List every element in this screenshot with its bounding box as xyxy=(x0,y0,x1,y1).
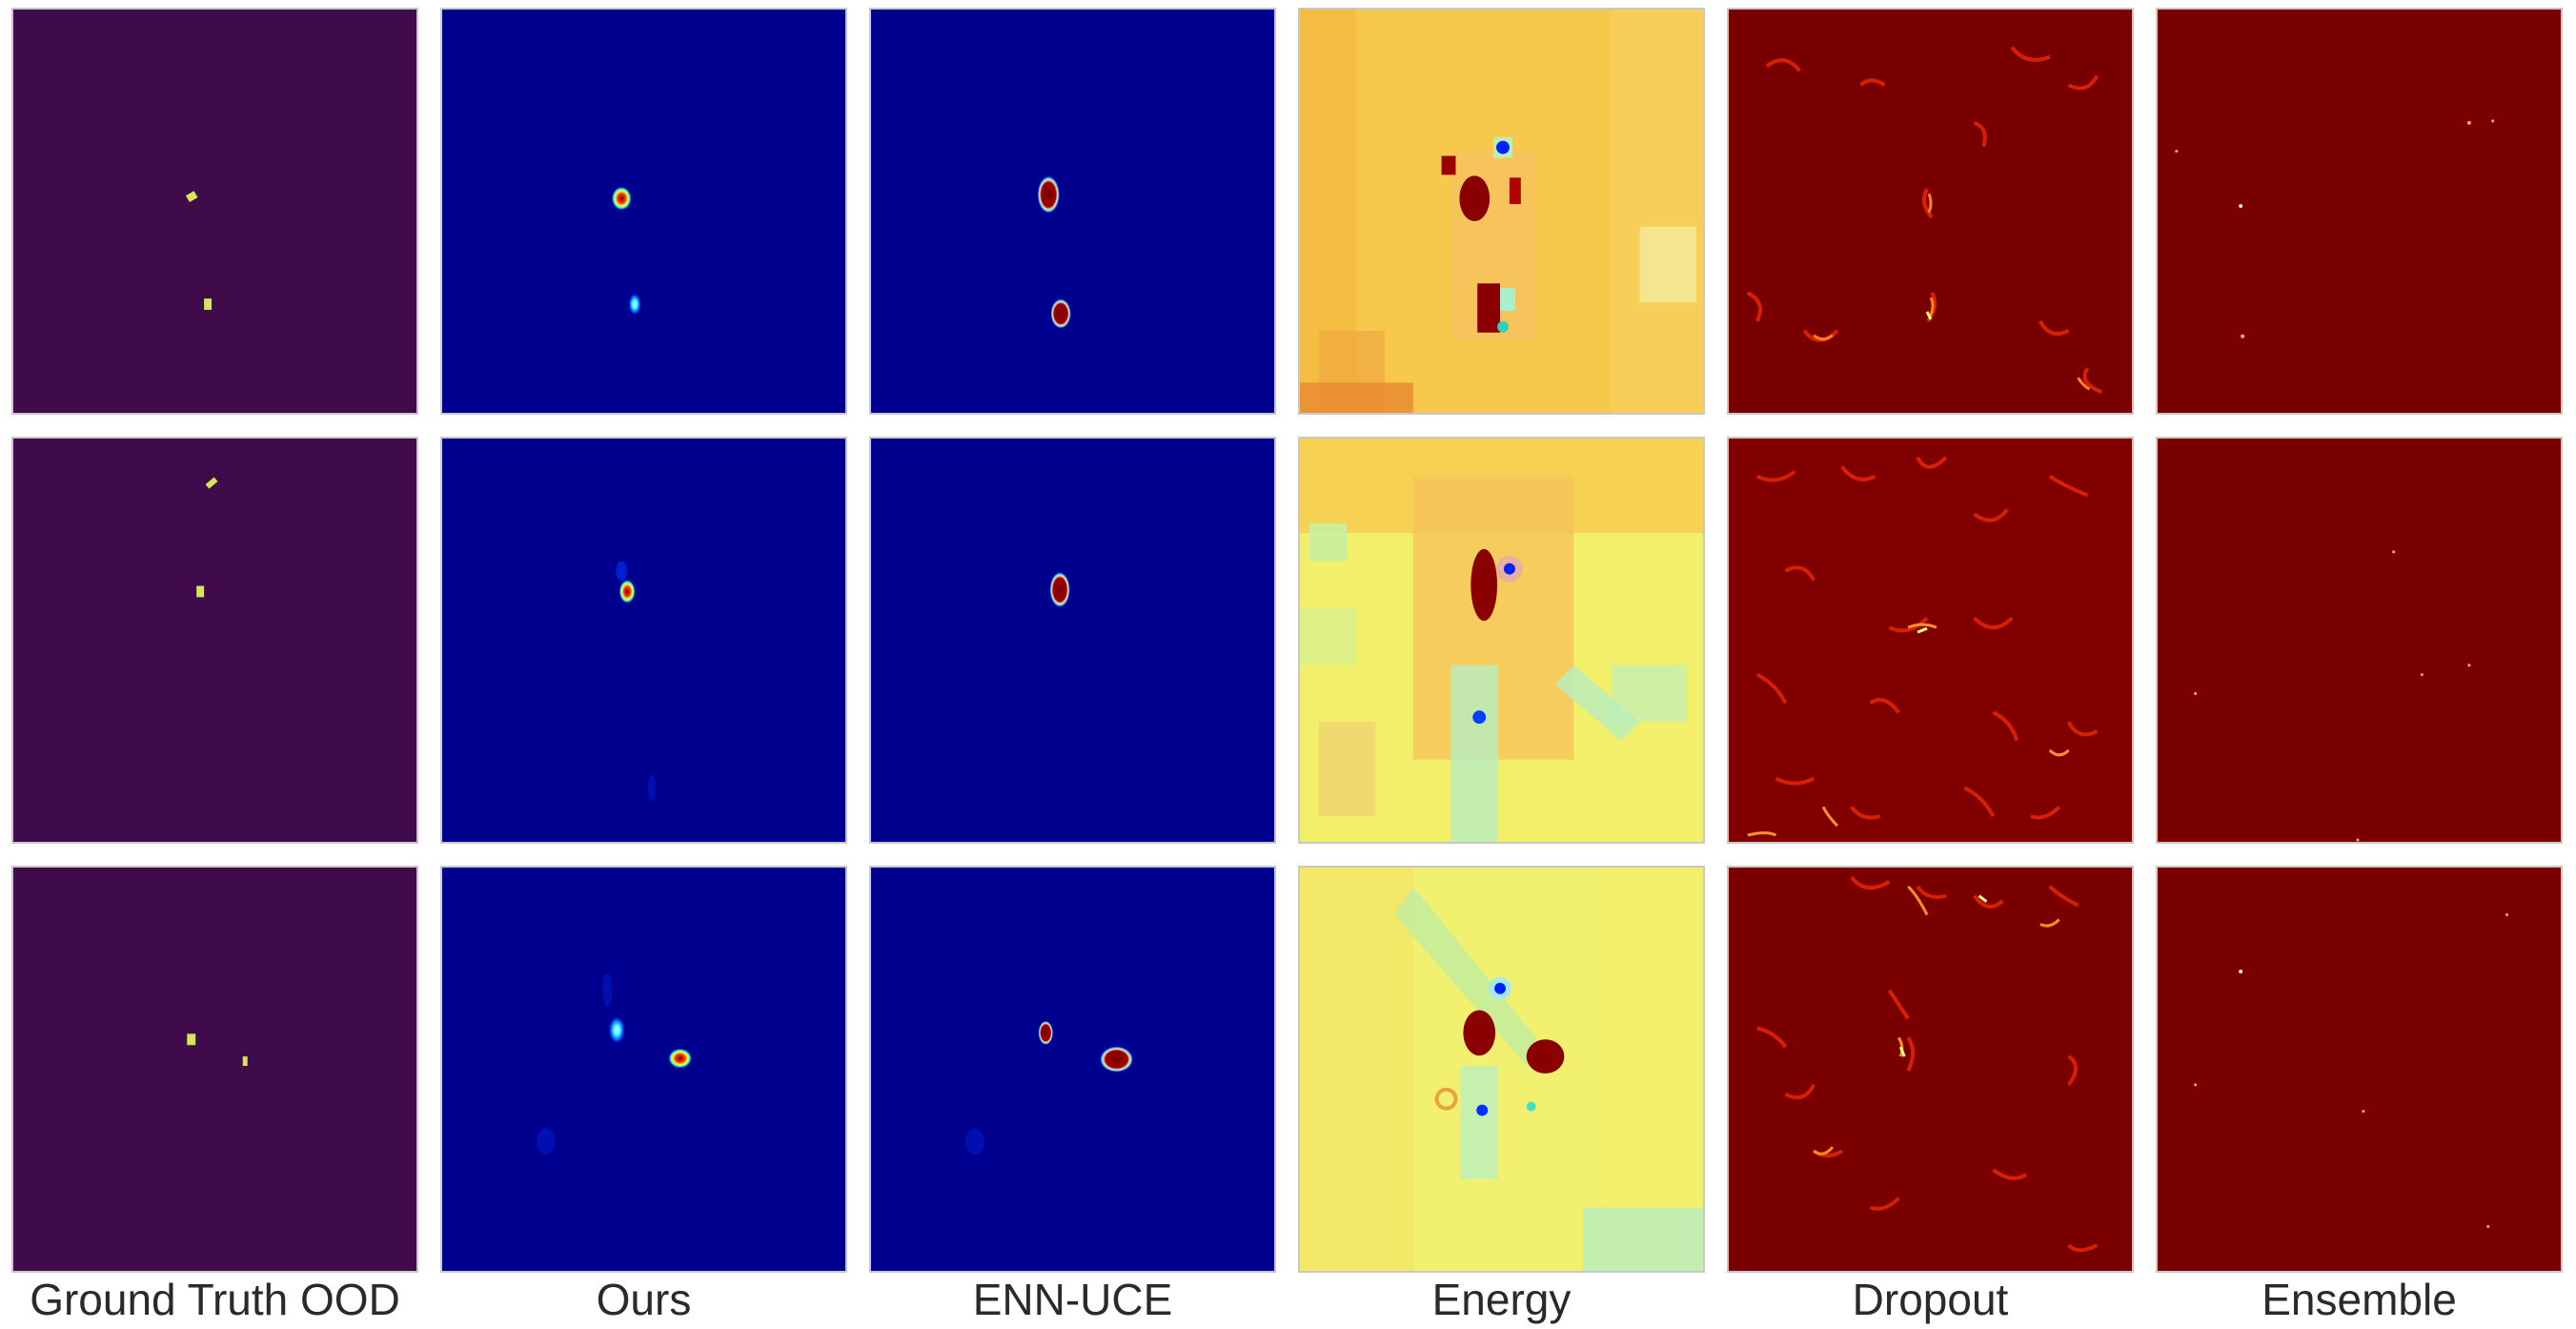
panel-ensemble-row2 xyxy=(2156,437,2563,844)
panel-energy-row2 xyxy=(1298,437,1705,844)
panel-ensemble-row3 xyxy=(2156,866,2563,1273)
panel-energy-row1 xyxy=(1298,8,1705,415)
column-label-energy: Energy xyxy=(1431,1275,1572,1324)
uncertainty-map xyxy=(442,439,845,842)
uncertainty-map xyxy=(442,10,845,413)
panel-dropout-row2 xyxy=(1727,437,2134,844)
uncertainty-map xyxy=(871,10,1274,413)
panel-gt-row3 xyxy=(11,866,418,1273)
gt-map xyxy=(13,868,416,1271)
uncertainty-map xyxy=(1300,10,1703,413)
panel-ours-row1 xyxy=(440,8,847,415)
column-label-ensemble: Ensemble xyxy=(2262,1275,2457,1324)
gt-map xyxy=(13,10,416,413)
column-label-ours: Ours xyxy=(596,1275,692,1324)
uncertainty-map xyxy=(1729,10,2132,413)
panel-ours-row3 xyxy=(440,866,847,1273)
panel-dropout-row3 xyxy=(1727,866,2134,1273)
panel-enn-row1 xyxy=(869,8,1276,415)
uncertainty-map xyxy=(1300,868,1703,1271)
panel-gt-row1 xyxy=(11,8,418,415)
uncertainty-map xyxy=(1729,439,2132,842)
panel-ensemble-row1 xyxy=(2156,8,2563,415)
panel-energy-row3 xyxy=(1298,866,1705,1273)
uncertainty-map xyxy=(871,439,1274,842)
column-label-enn-uce: ENN-UCE xyxy=(972,1275,1173,1324)
uncertainty-map xyxy=(2158,439,2561,842)
uncertainty-map xyxy=(442,868,845,1271)
gt-map xyxy=(13,439,416,842)
panel-dropout-row1 xyxy=(1727,8,2134,415)
uncertainty-map xyxy=(1300,439,1703,842)
uncertainty-map xyxy=(2158,10,2561,413)
uncertainty-map xyxy=(871,868,1274,1271)
column-label-ground-truth-ood: Ground Truth OOD xyxy=(30,1275,400,1324)
uncertainty-map xyxy=(2158,868,2561,1271)
column-label-dropout: Dropout xyxy=(1852,1275,2009,1324)
panel-enn-row3 xyxy=(869,866,1276,1273)
panel-ours-row2 xyxy=(440,437,847,844)
panel-gt-row2 xyxy=(11,437,418,844)
uncertainty-map xyxy=(1729,868,2132,1271)
panel-enn-row2 xyxy=(869,437,1276,844)
